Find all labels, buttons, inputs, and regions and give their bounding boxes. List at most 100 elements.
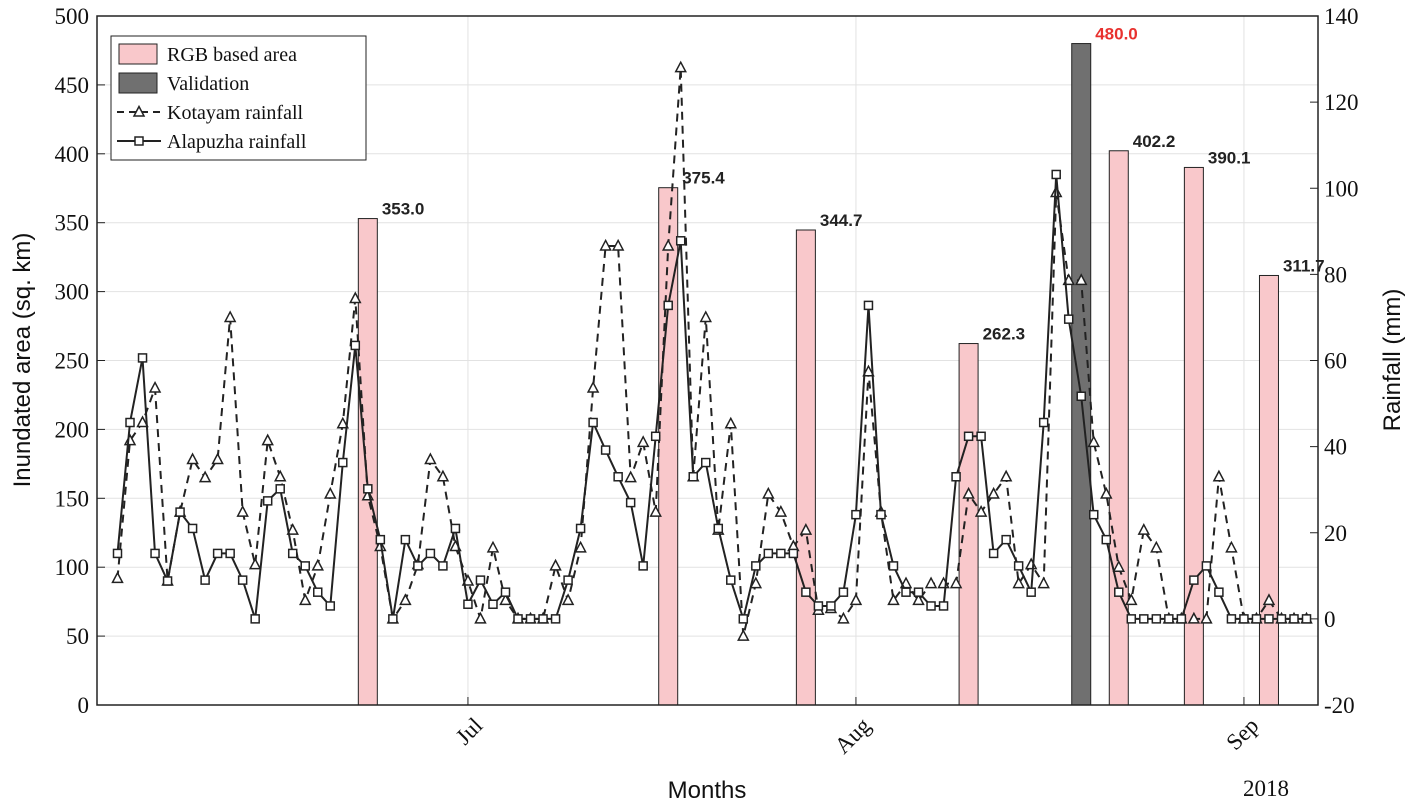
marker	[336, 416, 350, 429]
y2-tick-label: 140	[1324, 4, 1359, 29]
marker	[223, 310, 237, 323]
marker	[236, 504, 249, 517]
y-tick-label: 250	[55, 349, 90, 374]
marker	[1063, 314, 1074, 324]
marker	[926, 601, 936, 611]
marker	[912, 593, 925, 606]
marker	[1088, 509, 1099, 520]
marker	[876, 509, 886, 520]
marker	[1276, 614, 1287, 624]
marker	[838, 587, 849, 597]
marker	[913, 587, 924, 597]
marker	[225, 548, 235, 559]
legend: RGB based area Validation Kotayam rainfall…	[110, 35, 367, 161]
marker	[1289, 614, 1299, 624]
marker	[1087, 435, 1100, 448]
y-tick-label: 350	[55, 211, 90, 236]
marker	[438, 561, 448, 571]
bar	[958, 343, 979, 706]
marker	[1214, 587, 1224, 597]
marker	[413, 561, 423, 571]
marker	[1038, 417, 1049, 428]
marker	[974, 504, 988, 517]
y2-tick-label: 60	[1324, 349, 1347, 374]
marker	[137, 353, 148, 363]
marker	[763, 548, 774, 559]
marker	[600, 445, 611, 455]
marker	[799, 523, 813, 535]
marker	[248, 557, 262, 570]
marker	[699, 310, 712, 323]
marker	[474, 611, 487, 624]
marker	[1189, 575, 1199, 585]
marker	[112, 548, 123, 559]
marker	[500, 587, 511, 597]
marker	[586, 380, 600, 393]
legend-marker	[132, 104, 146, 117]
marker	[776, 548, 786, 559]
marker	[862, 364, 875, 377]
legend-swatch	[118, 72, 158, 94]
marker	[788, 548, 799, 559]
bar-value-label: 390.1	[1208, 148, 1251, 167]
marker	[888, 561, 899, 571]
marker	[549, 558, 562, 571]
marker	[713, 523, 724, 534]
marker	[849, 593, 863, 606]
marker	[574, 540, 587, 553]
marker	[1076, 391, 1086, 401]
bar	[658, 187, 679, 706]
y2-tick-label: 0	[1324, 607, 1336, 632]
marker	[1139, 614, 1149, 624]
bar	[357, 218, 378, 706]
marker	[1051, 169, 1061, 180]
marker	[1212, 469, 1226, 482]
marker	[186, 452, 199, 465]
marker	[901, 587, 911, 597]
marker	[1112, 560, 1126, 572]
marker	[701, 457, 711, 468]
marker	[675, 236, 686, 246]
marker	[575, 523, 586, 534]
legend-swatch	[118, 43, 158, 65]
marker	[1200, 611, 1213, 624]
marker	[999, 469, 1013, 482]
marker	[488, 599, 498, 609]
marker	[738, 614, 749, 624]
marker	[275, 484, 285, 494]
marker	[674, 60, 687, 73]
marker	[774, 504, 788, 517]
marker	[450, 523, 461, 534]
y2-tick-label: -20	[1324, 693, 1355, 718]
marker	[751, 561, 761, 571]
marker	[349, 291, 362, 304]
marker	[851, 509, 861, 520]
marker	[688, 472, 698, 482]
bar-value-label: 344.7	[820, 211, 863, 230]
marker	[261, 433, 274, 446]
marker	[211, 452, 224, 465]
marker	[399, 593, 412, 606]
marker	[550, 614, 561, 624]
marker	[949, 576, 963, 589]
marker	[1301, 614, 1312, 624]
marker	[1100, 486, 1113, 499]
marker	[200, 575, 210, 585]
bar-value-label: 311.7	[1283, 256, 1325, 275]
marker	[1126, 614, 1137, 624]
bar-value-label: 402.2	[1133, 132, 1176, 151]
marker	[1037, 576, 1050, 589]
marker	[273, 469, 287, 482]
marker	[938, 601, 949, 611]
marker	[311, 558, 324, 571]
marker	[924, 576, 938, 589]
marker	[1176, 614, 1187, 624]
marker	[388, 614, 398, 624]
marker	[250, 614, 260, 624]
legend-marker	[134, 136, 144, 146]
bar-value-label: 353.0	[382, 200, 425, 219]
marker	[837, 611, 850, 624]
marker	[638, 561, 648, 571]
marker	[262, 496, 273, 506]
